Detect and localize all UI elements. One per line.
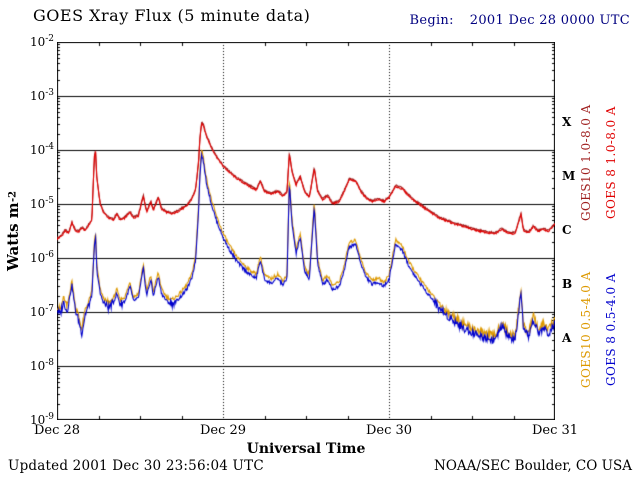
- flare-class-letter: C: [562, 223, 572, 237]
- y-tick-label: 10-9: [29, 412, 54, 427]
- y-tick-label: 10-8: [29, 358, 54, 373]
- flare-class-letter: B: [562, 277, 573, 291]
- y-tick-label: 10-4: [29, 142, 54, 157]
- begin-label: Begin:: [409, 13, 454, 28]
- legend-goes10-short-label: GOES10 0.5-4.0 A: [579, 271, 593, 389]
- credit-text: NOAA/SEC Boulder, CO USA: [434, 458, 632, 474]
- y-tick-label: 10-2: [29, 34, 54, 49]
- y-axis-title: Watts m -2: [3, 42, 23, 420]
- y-tick-label: 10-7: [29, 304, 54, 319]
- flare-class-letter: X: [562, 115, 572, 129]
- x-tick-label: Dec 29: [199, 423, 247, 438]
- x-tick-label: Dec 31: [531, 423, 579, 438]
- legend-goes8-long-label: GOES 8 1.0-8.0 A: [604, 106, 618, 219]
- x-tick-label: Dec 30: [365, 423, 413, 438]
- updated-timestamp: Updated 2001 Dec 30 23:56:04 UTC: [8, 458, 264, 474]
- plot-canvas: [57, 42, 555, 420]
- begin-value: 2001 Dec 28 0000 UTC: [469, 13, 630, 28]
- flare-class-letter: M: [562, 169, 576, 183]
- x-tick-label: Dec 28: [33, 423, 81, 438]
- y-tick-label: 10-6: [29, 250, 54, 265]
- legend-goes10-long-label: GOES10 1.0-8.0 A: [579, 104, 593, 221]
- y-axis-title-text: Watts m: [4, 202, 22, 271]
- page-title: GOES Xray Flux (5 minute data): [33, 6, 311, 25]
- flare-class-letter: A: [562, 331, 572, 345]
- y-tick-label: 10-3: [29, 88, 54, 103]
- y-tick-label: 10-5: [29, 196, 54, 211]
- x-axis-title: Universal Time: [246, 441, 366, 457]
- begin-timestamp: Begin: 2001 Dec 28 0000 UTC: [410, 13, 631, 28]
- legend-goes8-short-label: GOES 8 0.5-4.0 A: [604, 273, 618, 387]
- y-axis-title-exponent: -2: [7, 191, 19, 203]
